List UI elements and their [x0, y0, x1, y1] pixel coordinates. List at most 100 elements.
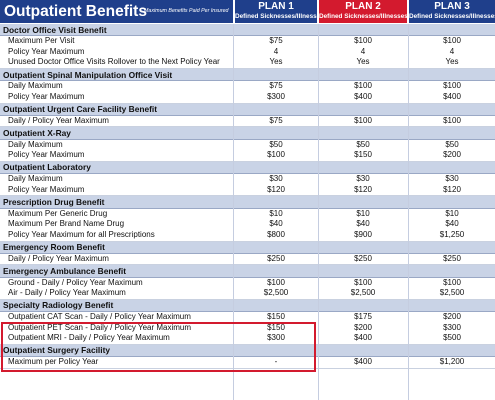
section-title: Outpatient Laboratory — [3, 162, 91, 173]
plan-1-value: $150 — [267, 312, 285, 322]
header-title-cell: Outpatient Benefits Maximum Benefits Pai… — [0, 0, 233, 23]
table-header: Outpatient Benefits Maximum Benefits Pai… — [0, 0, 495, 23]
table-row: Policy Year Maximum for all Prescription… — [0, 229, 495, 242]
plan-1-name: PLAN 1 — [258, 1, 294, 12]
plan-2-header: PLAN 2 Defined Sicknesses/Illnesses — [319, 0, 408, 23]
row-label: Daily / Policy Year Maximum — [8, 253, 109, 263]
row-label: Policy Year Maximum — [8, 150, 85, 160]
section-title: Outpatient Urgent Care Facility Benefit — [3, 104, 158, 115]
plan-2-value: $900 — [354, 229, 372, 239]
table-row: Unused Doctor Office Visits Rollover to … — [0, 57, 495, 70]
page-title: Outpatient Benefits — [4, 3, 147, 20]
table-row: Daily / Policy Year Maximum $250 $250 $250 — [0, 253, 495, 266]
row-label: Maximum Per Brand Name Drug — [8, 219, 125, 229]
plan-1-value: $30 — [269, 174, 283, 184]
plan-1-value: $10 — [269, 208, 283, 218]
table-row: Maximum Per Brand Name Drug $40 $40 $40 — [0, 219, 495, 230]
table-row: Daily Maximum $30 $30 $30 — [0, 174, 495, 185]
table-row: Daily Maximum $75 $100 $100 — [0, 81, 495, 92]
table-row: Maximum per Policy Year - $400 $1,200 — [0, 357, 495, 369]
plan-1-value: 4 — [273, 46, 279, 56]
plan-2-value: $150 — [354, 150, 372, 160]
section-header: Prescription Drug Benefit — [0, 196, 495, 209]
section-title: Specialty Radiology Benefit — [3, 300, 114, 311]
plan-2-value: $50 — [356, 139, 370, 149]
plan-1-value: $100 — [267, 150, 285, 160]
table-row: Ground - Daily / Policy Year Maximum $100… — [0, 277, 495, 289]
table-row: Air - Daily / Policy Year Maximum $2,500 $… — [0, 288, 495, 300]
plan-2-value: $100 — [354, 36, 372, 46]
plan-3-value: $100 — [443, 277, 461, 287]
section-header: Outpatient Laboratory — [0, 161, 495, 175]
row-label: Daily Maximum — [8, 139, 63, 149]
plan-3-value: $100 — [443, 36, 461, 46]
table-row: Daily Maximum $50 $50 $50 — [0, 139, 495, 151]
row-label: Daily Maximum — [8, 81, 63, 91]
table-row: Maximum Per Visit $75 $100 $100 — [0, 36, 495, 47]
plan-2-value: $40 — [356, 219, 370, 229]
plan-3-value: $200 — [443, 312, 461, 322]
plan-1-value: $800 — [267, 229, 285, 239]
section-header: Emergency Ambulance Benefit — [0, 265, 495, 278]
section-header: Outpatient X-Ray — [0, 127, 495, 140]
section-header: Doctor Office Visit Benefit — [0, 24, 495, 37]
plan-1-value: $250 — [267, 253, 285, 263]
plan-3-value: $50 — [445, 139, 459, 149]
column-divider — [233, 24, 234, 400]
column-divider — [318, 24, 319, 400]
plan-3-name: PLAN 3 — [434, 1, 470, 12]
row-label: Daily / Policy Year Maximum — [8, 115, 109, 125]
plan-1-value: $75 — [269, 81, 283, 91]
table-row: Policy Year Maximum $100 $150 $200 — [0, 150, 495, 162]
plan-2-value: $2,500 — [350, 288, 376, 298]
table-row: Policy Year Maximum $120 $120 $120 — [0, 184, 495, 197]
row-label: Policy Year Maximum for all Prescription… — [8, 229, 155, 239]
section-header: Emergency Room Benefit — [0, 241, 495, 254]
plan-1-value: $300 — [267, 333, 285, 343]
plan-3-subtitle: Defined Sicknesses/Illnesses — [409, 13, 495, 20]
table-row: Policy Year Maximum 4 4 4 — [0, 46, 495, 58]
plan-3-value: $10 — [445, 208, 459, 218]
table-row: Daily / Policy Year Maximum $75 $100 $100 — [0, 115, 495, 128]
row-label: Maximum Per Visit — [8, 36, 75, 46]
plan-3-value: $300 — [443, 322, 461, 332]
row-label: Policy Year Maximum — [8, 184, 85, 194]
section-title: Emergency Room Benefit — [3, 242, 105, 252]
plan-1-value: $150 — [267, 322, 285, 332]
table-row: Outpatient MRI - Daily / Policy Year Max… — [0, 333, 495, 345]
plan-2-value: $400 — [354, 357, 372, 367]
row-label: Daily Maximum — [8, 174, 63, 184]
column-divider — [408, 24, 409, 400]
section-header: Outpatient Spinal Manipulation Office Vi… — [0, 69, 495, 82]
plan-2-value: $200 — [354, 322, 372, 332]
plan-3-value: $30 — [445, 174, 459, 184]
header-note: Maximum Benefits Paid Per Insured — [144, 8, 229, 14]
row-label: Unused Doctor Office Visits Rollover to … — [8, 57, 220, 67]
plan-1-header: PLAN 1 Defined Sicknesses/Illnesses — [235, 0, 324, 23]
row-label: Ground - Daily / Policy Year Maximum — [8, 277, 143, 287]
plan-2-value: $10 — [356, 208, 370, 218]
plan-3-value: $400 — [443, 91, 461, 101]
section-title: Outpatient Surgery Facility — [3, 345, 111, 356]
plan-1-value: Yes — [269, 57, 283, 67]
table-row: Policy Year Maximum $300 $400 $400 — [0, 91, 495, 104]
row-label: Outpatient PET Scan - Daily / Policy Yea… — [8, 322, 192, 332]
plan-1-value: $2,500 — [263, 288, 289, 298]
plan-2-value: $100 — [354, 115, 372, 125]
plan-1-value: $75 — [269, 115, 283, 125]
plan-3-value: $500 — [443, 333, 461, 343]
table-row: Maximum Per Generic Drug $10 $10 $10 — [0, 208, 495, 220]
table-row: Outpatient CAT Scan - Daily / Policy Yea… — [0, 312, 495, 323]
plan-3-header: PLAN 3 Defined Sicknesses/Illnesses — [409, 0, 495, 23]
plan-3-value: $1,250 — [439, 229, 465, 239]
plan-3-value: $40 — [445, 219, 459, 229]
row-label: Maximum Per Generic Drug — [8, 208, 108, 218]
plan-1-value: $40 — [269, 219, 283, 229]
plan-3-value: $2,500 — [439, 288, 465, 298]
section-title: Doctor Office Visit Benefit — [3, 24, 107, 35]
plan-2-value: $400 — [354, 333, 372, 343]
plan-1-value: $50 — [269, 139, 283, 149]
plan-2-value: 4 — [360, 46, 366, 56]
plan-3-value: 4 — [449, 46, 455, 56]
